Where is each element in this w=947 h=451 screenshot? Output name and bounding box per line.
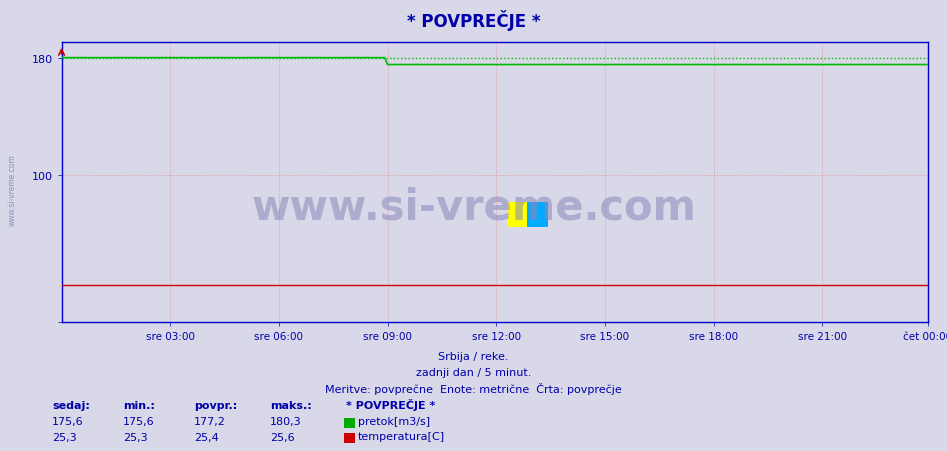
Text: * POVPREČJE *: * POVPREČJE * [407, 10, 540, 31]
Text: pretok[m3/s]: pretok[m3/s] [358, 416, 430, 426]
Text: Srbija / reke.: Srbija / reke. [438, 351, 509, 361]
Text: 25,6: 25,6 [270, 432, 295, 442]
Text: temperatura[C]: temperatura[C] [358, 431, 445, 441]
Text: 175,6: 175,6 [123, 416, 154, 426]
Text: * POVPREČJE *: * POVPREČJE * [346, 398, 435, 410]
Text: povpr.:: povpr.: [194, 400, 238, 410]
Text: www.si-vreme.com: www.si-vreme.com [251, 187, 696, 228]
Text: 25,3: 25,3 [123, 432, 148, 442]
Text: 25,4: 25,4 [194, 432, 219, 442]
Text: 177,2: 177,2 [194, 416, 226, 426]
Text: www.si-vreme.com: www.si-vreme.com [8, 153, 17, 226]
Text: 175,6: 175,6 [52, 416, 83, 426]
Text: maks.:: maks.: [270, 400, 312, 410]
Text: Meritve: povprečne  Enote: metrične  Črta: povprečje: Meritve: povprečne Enote: metrične Črta:… [325, 382, 622, 394]
Text: 180,3: 180,3 [270, 416, 301, 426]
Text: min.:: min.: [123, 400, 155, 410]
Text: zadnji dan / 5 minut.: zadnji dan / 5 minut. [416, 367, 531, 377]
Text: sedaj:: sedaj: [52, 400, 90, 410]
Text: 25,3: 25,3 [52, 432, 77, 442]
